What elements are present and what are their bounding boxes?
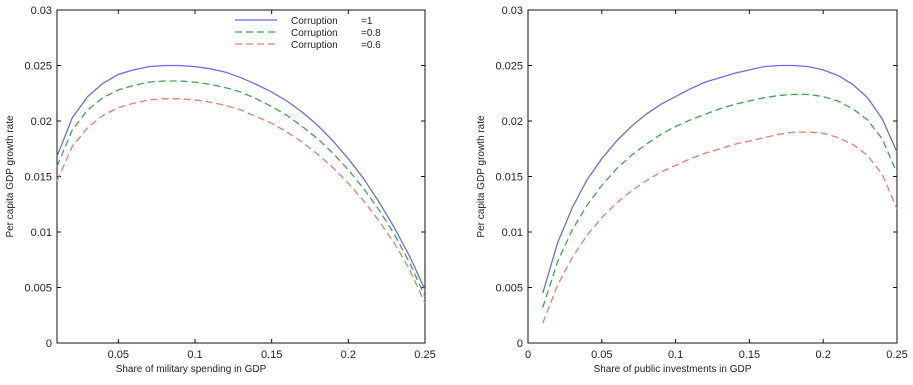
y-tick-label: 0.02 xyxy=(31,116,52,128)
series-line-2 xyxy=(542,93,898,308)
x-tick-label: 0.05 xyxy=(591,349,612,361)
y-tick-label: 0 xyxy=(517,338,523,350)
y-tick-label: 0.015 xyxy=(495,172,523,184)
legend-value-1: =1 xyxy=(361,16,373,27)
x-tick-label: 0.15 xyxy=(739,349,760,361)
legend-value-2: =0.8 xyxy=(361,28,381,39)
plot-frame-2 xyxy=(527,9,898,344)
y-tick-label: 0.015 xyxy=(24,172,52,184)
x-tick-label: 0.25 xyxy=(414,349,435,361)
x-tick-label: 0.15 xyxy=(261,349,282,361)
y-axis-label: Per capita GDP growth rate xyxy=(5,115,16,238)
y-axis-label: Per capita GDP growth rate xyxy=(476,115,487,238)
x-tick-label: 0.05 xyxy=(108,349,129,361)
series-line-1 xyxy=(542,64,898,294)
y-tick-label: 0.005 xyxy=(495,283,523,295)
series-line-1 xyxy=(56,64,426,290)
y-tick-label: 0.03 xyxy=(502,5,523,17)
legend-value-3: =0.6 xyxy=(361,40,381,51)
legend-name-1: Corruption xyxy=(291,16,338,27)
x-tick-label: 0.2 xyxy=(816,349,831,361)
y-tick-label: 0.025 xyxy=(24,61,52,73)
series-line-3 xyxy=(56,98,426,304)
legend-name-2: Corruption xyxy=(291,28,338,39)
x-tick-label: 0.1 xyxy=(187,349,202,361)
x-tick-label: 0.2 xyxy=(341,349,356,361)
x-tick-label: 0 xyxy=(525,349,531,361)
legend-name-3: Corruption xyxy=(291,40,338,51)
x-tick-label: 0.1 xyxy=(668,349,683,361)
y-tick-label: 0.005 xyxy=(24,283,52,295)
series-line-3 xyxy=(542,131,898,324)
y-tick-label: 0.02 xyxy=(502,116,523,128)
y-tick-label: 0.025 xyxy=(495,61,523,73)
y-tick-label: 0.03 xyxy=(31,5,52,17)
x-axis-label: Share of public investments in GDP xyxy=(594,364,752,375)
y-tick-label: 0.01 xyxy=(502,227,523,239)
x-axis-label: Share of military spending in GDP xyxy=(116,364,267,375)
y-tick-label: 0 xyxy=(46,338,52,350)
plot-frame-1 xyxy=(56,9,426,344)
series-line-2 xyxy=(56,80,426,297)
y-tick-label: 0.01 xyxy=(31,227,52,239)
x-tick-label: 0.25 xyxy=(886,349,907,361)
